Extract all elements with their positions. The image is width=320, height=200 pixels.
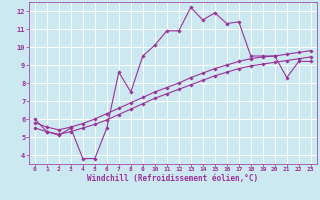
X-axis label: Windchill (Refroidissement éolien,°C): Windchill (Refroidissement éolien,°C) — [87, 174, 258, 183]
